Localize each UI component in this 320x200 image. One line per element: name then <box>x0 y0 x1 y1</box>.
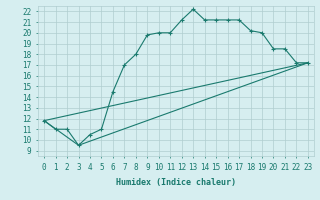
X-axis label: Humidex (Indice chaleur): Humidex (Indice chaleur) <box>116 178 236 186</box>
